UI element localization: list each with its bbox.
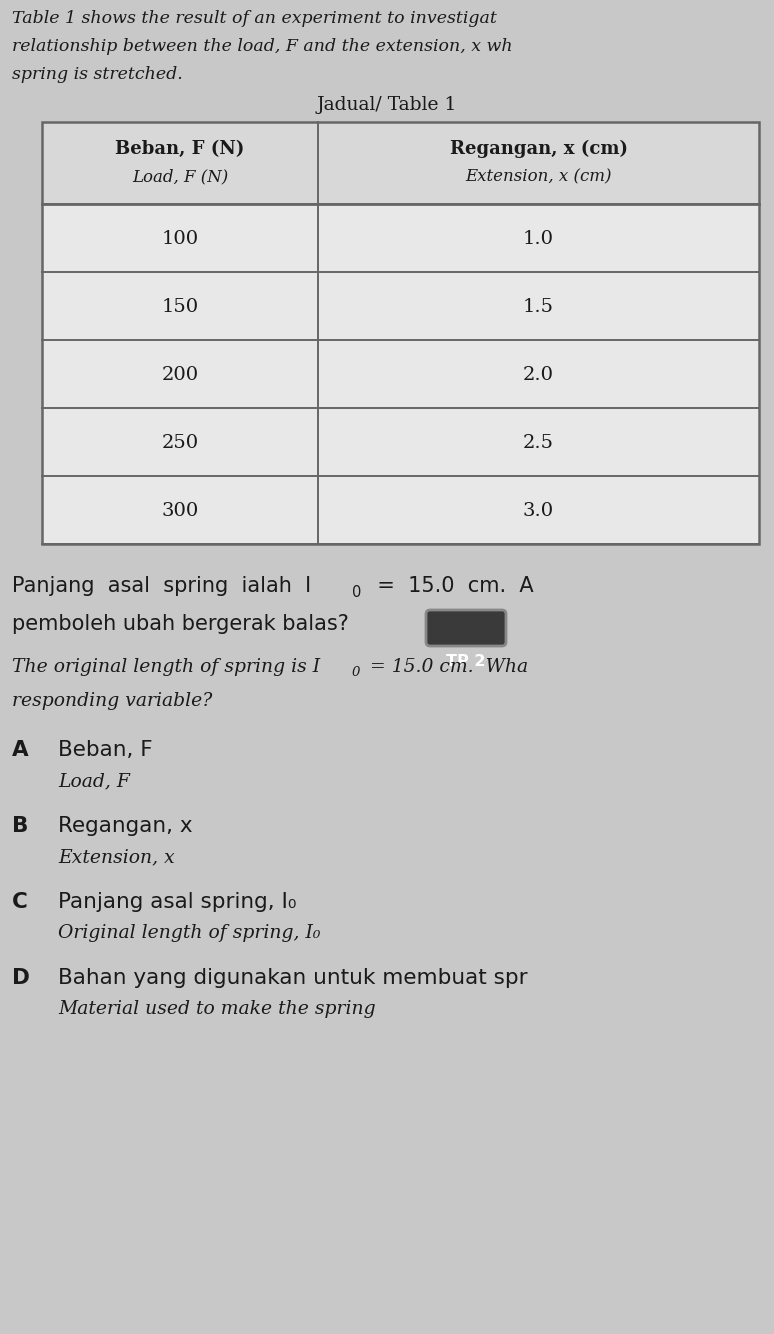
Text: B: B xyxy=(12,816,29,836)
Text: 2.5: 2.5 xyxy=(523,434,554,452)
Text: 200: 200 xyxy=(162,366,199,384)
Text: A: A xyxy=(12,740,29,760)
Text: Bahan yang digunakan untuk membuat spr: Bahan yang digunakan untuk membuat spr xyxy=(58,968,528,988)
Text: 0: 0 xyxy=(352,666,361,679)
Bar xyxy=(42,121,759,544)
Text: = 15.0 cm.  Wha: = 15.0 cm. Wha xyxy=(364,658,528,676)
Text: Material used to make the spring: Material used to make the spring xyxy=(58,1000,375,1018)
Text: Table 1 shows the result of an experiment to investigat: Table 1 shows the result of an experimen… xyxy=(12,9,497,27)
Bar xyxy=(42,204,759,272)
Text: Load, F: Load, F xyxy=(58,772,130,790)
Text: 100: 100 xyxy=(162,229,199,248)
Bar xyxy=(42,121,759,204)
Text: 300: 300 xyxy=(161,502,199,520)
Text: Load, F (N): Load, F (N) xyxy=(132,168,228,185)
Text: relationship between the load, F and the extension, x wh: relationship between the load, F and the… xyxy=(12,37,512,55)
Text: responding variable?: responding variable? xyxy=(12,692,212,710)
Text: Jadual/ Table 1: Jadual/ Table 1 xyxy=(317,96,457,113)
Text: Panjang  asal  spring  ialah  I: Panjang asal spring ialah I xyxy=(12,576,311,596)
Text: pemboleh ubah bergerak balas?: pemboleh ubah bergerak balas? xyxy=(12,614,349,634)
Text: C: C xyxy=(12,892,28,912)
Text: Regangan, x: Regangan, x xyxy=(58,816,193,836)
Text: Beban, F: Beban, F xyxy=(58,740,152,760)
Text: 150: 150 xyxy=(162,297,199,316)
Text: 250: 250 xyxy=(162,434,199,452)
Bar xyxy=(42,340,759,408)
Text: 1.5: 1.5 xyxy=(523,297,554,316)
Text: 1.0: 1.0 xyxy=(523,229,554,248)
Text: =  15.0  cm.  A: = 15.0 cm. A xyxy=(364,576,533,596)
Text: Regangan, x (cm): Regangan, x (cm) xyxy=(450,140,628,159)
Bar xyxy=(42,408,759,476)
Text: TP 2: TP 2 xyxy=(447,654,486,668)
Text: spring is stretched.: spring is stretched. xyxy=(12,65,183,83)
FancyBboxPatch shape xyxy=(426,610,506,646)
Text: Panjang asal spring, I₀: Panjang asal spring, I₀ xyxy=(58,892,296,912)
Bar xyxy=(42,272,759,340)
Text: Extension, x (cm): Extension, x (cm) xyxy=(465,168,611,185)
Text: Extension, x: Extension, x xyxy=(58,848,175,866)
Text: Original length of spring, I₀: Original length of spring, I₀ xyxy=(58,924,320,942)
Text: 2.0: 2.0 xyxy=(523,366,554,384)
Text: D: D xyxy=(12,968,30,988)
Text: 3.0: 3.0 xyxy=(523,502,554,520)
Bar xyxy=(42,476,759,544)
Text: Beban, F (N): Beban, F (N) xyxy=(115,140,245,157)
Text: 0: 0 xyxy=(352,586,361,600)
Text: The original length of spring is I: The original length of spring is I xyxy=(12,658,320,676)
